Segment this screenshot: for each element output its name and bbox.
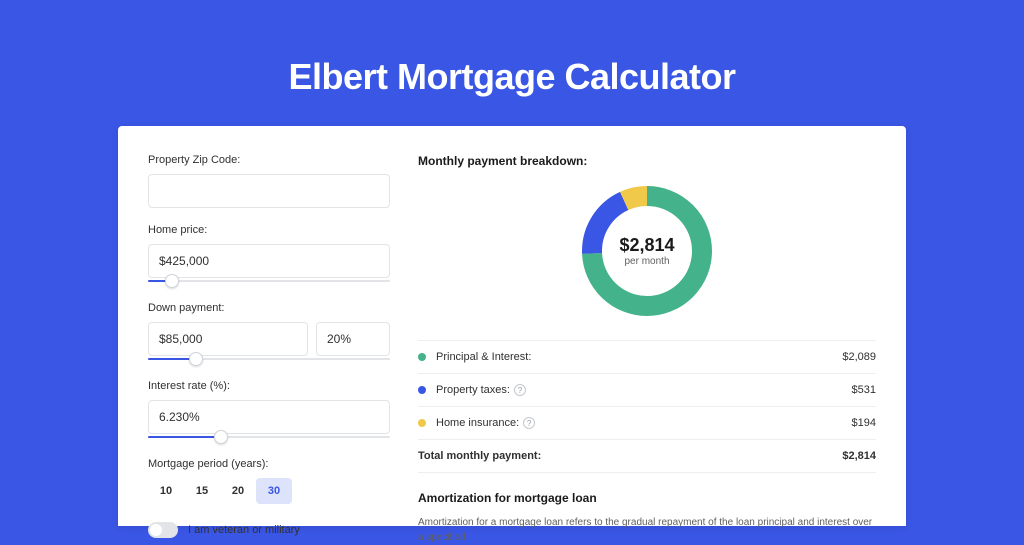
legend-label: Principal & Interest:: [436, 351, 842, 363]
legend-value: $194: [852, 417, 876, 429]
down-slider[interactable]: [148, 354, 390, 364]
down-label: Down payment:: [148, 302, 390, 314]
period-field: Mortgage period (years): 10152030: [148, 458, 390, 504]
legend-label: Home insurance: ?: [436, 417, 852, 429]
total-value: $2,814: [842, 450, 876, 462]
period-group: 10152030: [148, 478, 390, 504]
zip-input[interactable]: [148, 174, 390, 208]
legend-dot: [418, 386, 426, 394]
veteran-label: I am veteran or military: [188, 524, 300, 536]
donut-value: $2,814: [619, 235, 674, 256]
amortization-section: Amortization for mortgage loan Amortizat…: [418, 491, 876, 545]
veteran-toggle[interactable]: [148, 522, 178, 538]
rate-slider[interactable]: [148, 432, 390, 442]
period-btn-15[interactable]: 15: [184, 478, 220, 504]
period-btn-20[interactable]: 20: [220, 478, 256, 504]
zip-field: Property Zip Code:: [148, 154, 390, 208]
toggle-knob: [150, 524, 162, 536]
legend-row-total: Total monthly payment:$2,814: [418, 440, 876, 473]
help-icon[interactable]: ?: [523, 417, 535, 429]
period-btn-30[interactable]: 30: [256, 478, 292, 504]
legend: Principal & Interest:$2,089Property taxe…: [418, 340, 876, 473]
hero: Elbert Mortgage Calculator: [0, 0, 1024, 98]
donut-center: $2,814 per month: [582, 186, 712, 316]
donut-chart: $2,814 per month: [582, 186, 712, 316]
down-amount-input[interactable]: [148, 322, 308, 356]
period-label: Mortgage period (years):: [148, 458, 390, 470]
donut-area: $2,814 per month: [418, 186, 876, 316]
slider-track: [148, 280, 390, 282]
legend-dot: [418, 419, 426, 427]
legend-row: Home insurance: ?$194: [418, 407, 876, 440]
price-field: Home price:: [148, 224, 390, 286]
price-label: Home price:: [148, 224, 390, 236]
calculator-card: Property Zip Code: Home price: Down paym…: [118, 126, 906, 526]
slider-thumb[interactable]: [189, 352, 203, 366]
legend-row: Property taxes: ?$531: [418, 374, 876, 407]
donut-sub: per month: [624, 256, 669, 267]
period-btn-10[interactable]: 10: [148, 478, 184, 504]
legend-value: $2,089: [842, 351, 876, 363]
down-pct-input[interactable]: [316, 322, 390, 356]
legend-row: Principal & Interest:$2,089: [418, 341, 876, 374]
price-slider[interactable]: [148, 276, 390, 286]
slider-thumb[interactable]: [165, 274, 179, 288]
page-title: Elbert Mortgage Calculator: [0, 56, 1024, 98]
breakdown-panel: Monthly payment breakdown: $2,814 per mo…: [418, 154, 876, 498]
amort-title: Amortization for mortgage loan: [418, 491, 876, 505]
veteran-row: I am veteran or military: [148, 522, 390, 538]
help-icon[interactable]: ?: [514, 384, 526, 396]
breakdown-title: Monthly payment breakdown:: [418, 154, 876, 168]
form-panel: Property Zip Code: Home price: Down paym…: [148, 154, 390, 498]
slider-fill: [148, 436, 221, 438]
price-input[interactable]: [148, 244, 390, 278]
slider-thumb[interactable]: [214, 430, 228, 444]
legend-dot: [418, 353, 426, 361]
rate-label: Interest rate (%):: [148, 380, 390, 392]
total-label: Total monthly payment:: [418, 450, 842, 462]
legend-value: $531: [852, 384, 876, 396]
legend-label: Property taxes: ?: [436, 384, 852, 396]
zip-label: Property Zip Code:: [148, 154, 390, 166]
down-field: Down payment:: [148, 302, 390, 364]
amort-text: Amortization for a mortgage loan refers …: [418, 515, 876, 545]
rate-field: Interest rate (%):: [148, 380, 390, 442]
rate-input[interactable]: [148, 400, 390, 434]
